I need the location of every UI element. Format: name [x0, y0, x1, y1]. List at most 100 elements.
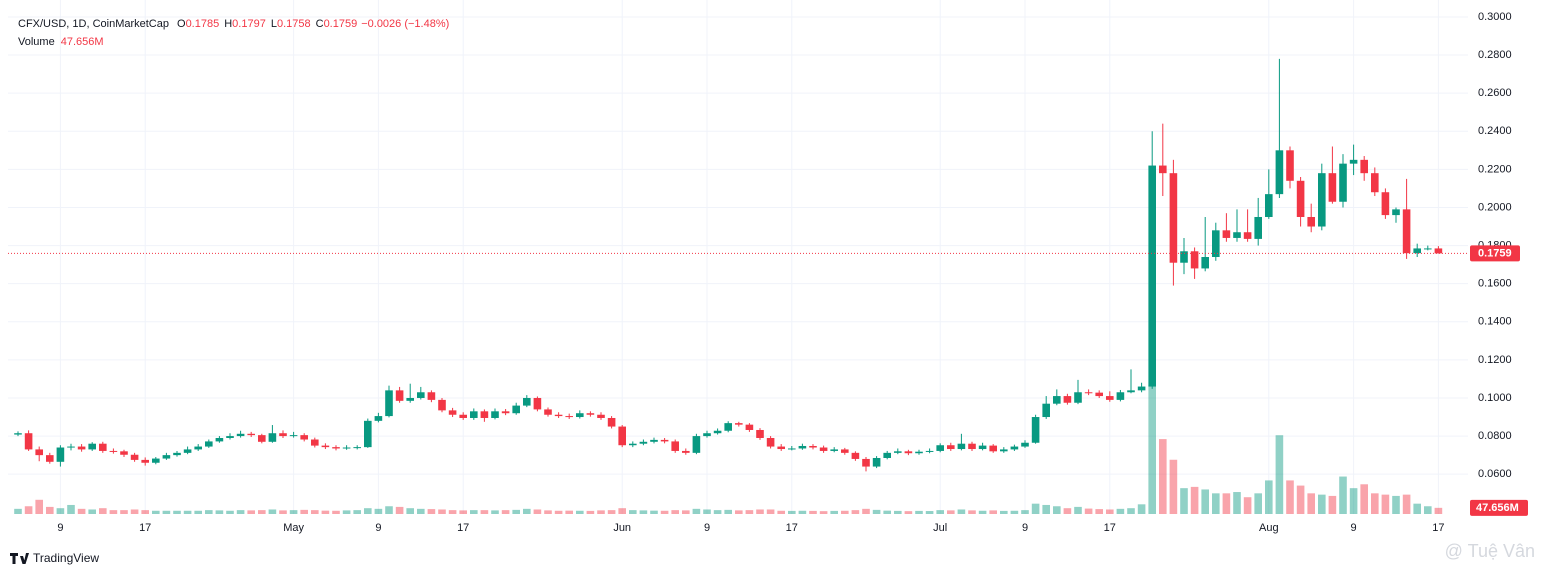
volume-bar [130, 509, 139, 514]
volume-bar [692, 508, 701, 514]
volume-bar [1169, 459, 1178, 514]
volume-bar [607, 510, 616, 514]
y-tick-label: 0.0600 [1478, 468, 1512, 480]
candle-body [342, 447, 351, 449]
candle-body [427, 392, 436, 400]
volume-bar [67, 504, 75, 514]
candle-body [46, 455, 54, 462]
candles [14, 58, 1443, 472]
candle-body [448, 410, 457, 415]
candle-body [1424, 248, 1432, 250]
candle-body [1127, 390, 1135, 393]
candle-body [56, 447, 65, 462]
candle-body [554, 414, 563, 417]
volume-bar [1127, 508, 1135, 514]
volume-bar [1265, 480, 1273, 514]
volume-bar [300, 509, 308, 514]
volume-bar [1159, 439, 1167, 514]
volume-bar [1031, 503, 1040, 514]
volume-bar [1413, 503, 1421, 514]
candle-body [788, 448, 796, 450]
volume-bar [364, 508, 372, 514]
candle-body [353, 447, 361, 449]
candle-body [1265, 194, 1273, 217]
volume-bar [576, 510, 584, 514]
candle-body [883, 452, 891, 458]
candle-body [205, 441, 213, 447]
candle-body [872, 457, 881, 467]
candle-body [99, 443, 107, 451]
volume-bar [480, 510, 489, 514]
x-tick-label: 17 [786, 522, 798, 534]
volume-title: Volume [18, 36, 55, 48]
candle-body [724, 423, 732, 431]
candle-body [194, 446, 202, 450]
volume-bar [883, 510, 891, 514]
volume-bar [565, 510, 573, 514]
candle-body [1063, 396, 1072, 403]
volume-bar [258, 510, 266, 514]
ohlc-value: 0.1758 [277, 18, 311, 30]
candle-body [109, 450, 118, 452]
candle-body [1360, 159, 1368, 174]
volume-bar [395, 506, 404, 514]
candle-body [1031, 417, 1040, 443]
candle-body [1021, 442, 1029, 447]
volume-bar [968, 510, 976, 514]
volume-bar [904, 511, 913, 514]
volume-bar [925, 511, 934, 514]
volume-bar [1296, 485, 1305, 514]
volume-bar [809, 510, 817, 514]
y-tick-label: 0.1400 [1478, 316, 1512, 328]
volume-bar [1243, 497, 1252, 514]
candle-body [1042, 403, 1050, 418]
candle-body [660, 439, 669, 442]
candle-body [745, 424, 754, 430]
candle-body [120, 451, 128, 455]
candle-body [406, 397, 414, 401]
volume-bar [1318, 494, 1326, 514]
volume-bar [798, 510, 807, 514]
volume-bar [639, 510, 648, 514]
volume-bar [491, 510, 499, 514]
volume-bar [120, 510, 128, 514]
volume-bar [1074, 506, 1082, 514]
candle-body [713, 430, 722, 434]
candle-body [936, 445, 944, 451]
volume-bar [788, 510, 796, 514]
volume-bar [1307, 493, 1315, 514]
candle-body [1190, 251, 1199, 269]
volume-bar [1053, 506, 1061, 514]
x-tick-label: 17 [457, 522, 469, 534]
candle-body [978, 445, 987, 450]
volume-bar [215, 510, 224, 514]
volume-bar [1339, 476, 1347, 514]
volume-bar [1275, 435, 1284, 514]
volume-value: 47.656M [61, 36, 104, 48]
candle-body [1339, 163, 1347, 202]
x-tick-label: May [283, 522, 304, 534]
volume-bar [321, 510, 330, 514]
candle-body [1137, 386, 1146, 391]
volume-bar [448, 510, 457, 514]
volume-bar [268, 509, 277, 514]
x-tick-label: 17 [139, 522, 151, 534]
volume-bar [915, 510, 923, 514]
volume-value-label: 47.656M [1476, 502, 1519, 514]
candle-body [1116, 392, 1125, 400]
volume-bar [1180, 488, 1188, 514]
candle-body [1371, 173, 1379, 193]
volume-bar [141, 510, 149, 514]
candle-body [1106, 396, 1114, 400]
watermark: @ Tuệ Vân [1445, 541, 1535, 561]
x-tick-label: 9 [57, 522, 63, 534]
x-tick-label: 9 [704, 522, 710, 534]
candle-body [385, 390, 393, 417]
ohlc-label: H [224, 18, 232, 30]
candle-body [1413, 248, 1421, 254]
volume-bar [756, 509, 764, 514]
candle-body [904, 451, 913, 454]
candle-body [1084, 392, 1093, 394]
volume-bar [766, 509, 775, 514]
